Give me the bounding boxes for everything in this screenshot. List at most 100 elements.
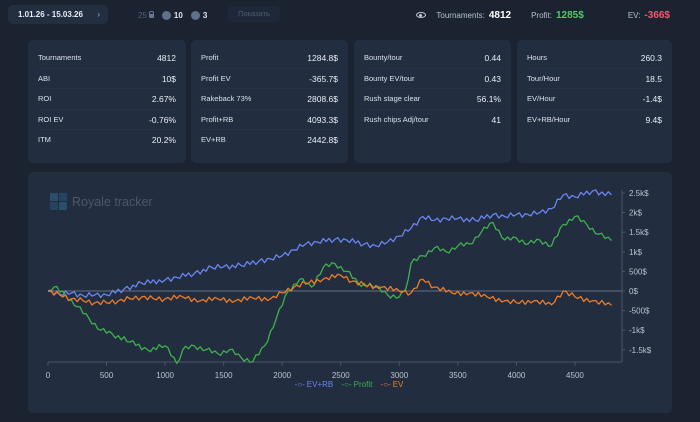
summary-tournaments-label: Tournaments: <box>436 10 485 20</box>
stat-value: 56.1% <box>476 94 501 104</box>
x-tick-label: 1000 <box>156 371 174 380</box>
legend-label: EV <box>392 380 404 389</box>
stat-label: ABI <box>38 73 51 83</box>
watermark: Royale tracker <box>50 193 153 210</box>
stats-card-profit: Profit 1284.8$ Profit EV -365.7$ Rakeback … <box>191 40 348 163</box>
series-line-profit <box>47 215 612 365</box>
y-tick-label: 0$ <box>629 287 638 296</box>
stat-value: 2442.8$ <box>307 135 338 145</box>
stat-label: Hours <box>527 53 548 62</box>
y-tick-label: 1.5k$ <box>629 228 649 237</box>
x-tick-label: 3500 <box>449 371 467 380</box>
summary-tournaments-value: 4812 <box>488 9 512 21</box>
summary-profit-label: Profit: <box>531 10 552 20</box>
series-line-ev-rb <box>47 189 612 299</box>
stat-label: Rakeback 73% <box>201 94 252 103</box>
stat-row: ROI EV -0.76% <box>38 110 176 130</box>
stats-card-hours: Hours 260.3 Tour/Hour 18.5 EV/Hour -1.4$ EV… <box>517 40 672 163</box>
stat-row: Tournaments 4812 <box>38 48 176 69</box>
series-line-ev <box>48 273 612 306</box>
x-tick-label: 2000 <box>273 371 291 380</box>
x-tick-label: 4000 <box>508 371 526 380</box>
y-tick-label: -500$ <box>629 307 650 316</box>
y-tick-label: 2.5k$ <box>629 189 649 198</box>
stat-value: 10$ <box>161 73 176 84</box>
stat-label: Profit+RB <box>201 114 234 124</box>
stat-value: 18.5 <box>645 73 662 84</box>
watermark-text: Royale tracker <box>72 194 153 209</box>
stat-label: Profit <box>201 53 219 62</box>
stat-label: ROI EV <box>38 114 64 124</box>
stat-row: ITM 20.2% <box>38 130 176 151</box>
stat-value: 4093.3$ <box>307 114 338 125</box>
stat-value: 20.2% <box>151 135 176 145</box>
y-tick-label: 500$ <box>629 267 647 276</box>
stat-row: EV+RB 2442.8$ <box>201 130 338 151</box>
chevron-right-icon: › <box>97 10 100 19</box>
x-tick-label: 3000 <box>390 371 408 380</box>
x-tick-label: 0 <box>46 371 51 380</box>
stat-label: Tournaments <box>38 53 82 62</box>
stat-row: Rakeback 73% 2808.6$ <box>201 89 338 110</box>
legend-label: EV+RB <box>306 380 334 389</box>
stats-card-bounty: Bounty/tour 0.44 Bounty EV/tour 0.43 Rush … <box>354 40 511 163</box>
filter-group: 25 10 3 <box>126 8 207 22</box>
stat-label: Rush chips Adj/tour <box>364 114 429 124</box>
stat-label: EV/Hour <box>527 94 556 103</box>
stat-label: EV+RB/Hour <box>527 114 571 124</box>
stat-row: Hours 260.3 <box>527 48 662 69</box>
chart-legend: -○- EV+RB -○- Profit -○- EV <box>28 380 672 389</box>
stat-label: ITM <box>38 135 51 144</box>
stat-value: -0.76% <box>149 114 176 125</box>
legend-item-ev-rb[interactable]: -○- EV+RB <box>294 380 334 389</box>
x-tick-label: 4500 <box>566 371 584 380</box>
legend-item-ev[interactable]: -○- EV <box>380 380 404 389</box>
stat-value: -1.4$ <box>642 94 662 104</box>
filter-locked-value[interactable]: 25 <box>138 10 147 20</box>
stat-value: -365.7$ <box>309 73 338 84</box>
y-tick-label: 2k$ <box>629 209 642 218</box>
eye-icon[interactable] <box>416 12 427 18</box>
x-tick-label: 1500 <box>215 371 233 380</box>
stat-label: Tour/Hour <box>527 73 560 83</box>
cumulative-chart: 2.5k$ 2k$ 1.5k$ 1k$ 500$ 0$ -500$ -1k$ -1.5k$ 0 50… <box>46 189 652 380</box>
y-tick-label: -1.5k$ <box>629 346 652 355</box>
x-tick-label: 500 <box>100 371 114 380</box>
summary-ev-value: -366$ <box>644 9 670 21</box>
legend-item-profit[interactable]: -○- Profit <box>341 380 373 389</box>
stats-card-general: Tournaments 4812 ABI 10$ ROI 2.67% ROI EV -0… <box>28 40 186 163</box>
summary-ev-label: EV: <box>627 10 641 20</box>
stat-row: Profit EV -365.7$ <box>201 69 338 89</box>
stat-label: ROI <box>38 94 52 103</box>
chart-panel: Royale tracker 2.5k$ 2k$ 1.5k$ 1k$ 500$ 0$ -50… <box>28 172 672 413</box>
stat-row: Bounty EV/tour 0.43 <box>364 69 501 89</box>
stat-row: ABI 10$ <box>38 69 176 89</box>
stat-value: 0.43 <box>484 73 501 84</box>
stat-value: 9.4$ <box>645 114 662 125</box>
y-tick-label: 1k$ <box>629 248 642 257</box>
x-tick-label: 2500 <box>332 371 350 380</box>
stat-row: Rush stage clear 56.1% <box>364 89 501 110</box>
stat-value: 2.67% <box>151 94 176 104</box>
stat-row: EV/Hour -1.4$ <box>527 89 662 110</box>
stat-row: Tour/Hour 18.5 <box>527 69 662 89</box>
date-range-button[interactable]: 1.01.26 - 15.03.26 › <box>8 5 108 24</box>
show-button[interactable]: Показать <box>228 6 280 22</box>
stat-value: 260.3 <box>640 53 662 63</box>
stat-row: Rush chips Adj/tour 41 <box>364 110 501 131</box>
stat-row: Bounty/tour 0.44 <box>364 48 501 69</box>
stat-value: 1284.8$ <box>307 53 338 63</box>
puzzle-logo-icon <box>50 193 67 210</box>
top-bar: 1.01.26 - 15.03.26 › 25 10 3 Показать To… <box>0 0 700 32</box>
y-tick-label: -1k$ <box>629 326 645 335</box>
stat-value: 0.44 <box>484 53 501 63</box>
legend-label: Profit <box>353 380 373 389</box>
stat-label: Rush stage clear <box>364 94 421 103</box>
filter-b-toggle-icon[interactable] <box>190 10 200 20</box>
filter-a-toggle-icon[interactable] <box>161 10 171 20</box>
summary-bar: Tournaments: 4812 Profit: 1285$ EV: -366… <box>416 7 700 23</box>
stat-label: Profit EV <box>201 73 231 83</box>
stat-label: Bounty EV/tour <box>364 73 415 83</box>
stat-row: Profit 1284.8$ <box>201 48 338 69</box>
stat-row: EV+RB/Hour 9.4$ <box>527 110 662 131</box>
